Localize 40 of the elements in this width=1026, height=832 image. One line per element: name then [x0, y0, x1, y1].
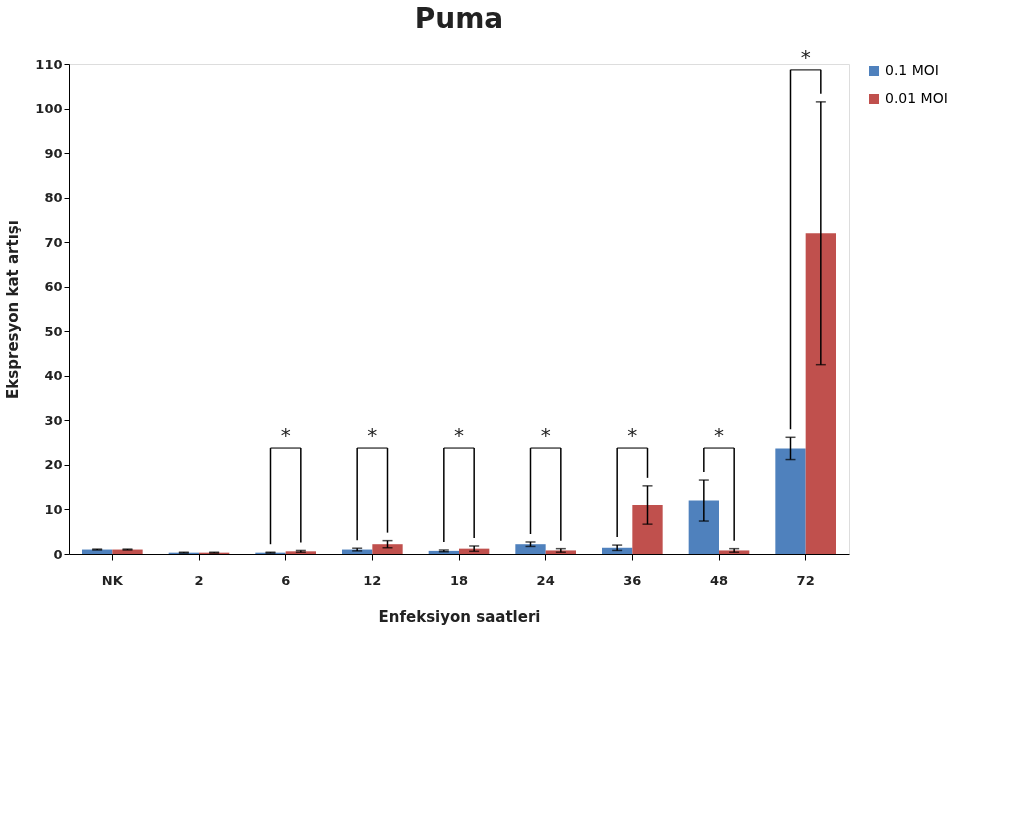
- y-tick-label: 100: [35, 101, 63, 117]
- annotation: *: [454, 423, 464, 448]
- x-tick-label: 24: [536, 572, 555, 588]
- bar: [688, 500, 719, 554]
- y-tick-label: 50: [44, 323, 63, 339]
- annotation: *: [714, 423, 724, 448]
- x-tick-label: 48: [709, 572, 729, 588]
- bar: [602, 547, 633, 554]
- legend-label: 0.01 MOI: [885, 90, 948, 106]
- y-tick-label: 90: [44, 145, 63, 161]
- y-tick-label: 30: [44, 412, 63, 428]
- bar: [632, 505, 663, 554]
- y-tick-label: 20: [44, 457, 63, 473]
- bar: [372, 544, 403, 554]
- y-tick-label: 80: [44, 190, 63, 206]
- y-axis-title: Ekspresyon kat artışı: [4, 220, 23, 399]
- annotation: *: [540, 423, 551, 448]
- y-tick-label: 0: [53, 546, 63, 562]
- y-tick-label: 40: [44, 368, 63, 384]
- annotation: *: [367, 423, 378, 448]
- x-tick-label: 36: [623, 572, 642, 588]
- annotation: *: [800, 44, 811, 69]
- x-tick-label: 72: [796, 572, 815, 588]
- x-tick-label: 2: [194, 572, 204, 588]
- x-axis-title: Enfeksiyon saatleri: [378, 607, 541, 626]
- chart-title: Puma: [414, 1, 504, 35]
- x-tick-label: 12: [363, 572, 382, 588]
- bar: [775, 448, 806, 554]
- bar: [515, 544, 546, 554]
- bar: [805, 233, 836, 554]
- annotation: *: [280, 423, 291, 448]
- y-tick-label: 110: [35, 56, 63, 72]
- x-tick-label: 18: [449, 572, 469, 588]
- legend-label: 0.1 MOI: [885, 62, 939, 78]
- y-tick-label: 10: [44, 501, 63, 517]
- x-tick-label: 6: [281, 572, 291, 588]
- y-tick-label: 70: [44, 234, 63, 250]
- x-tick-label: NK: [101, 572, 124, 588]
- annotation: *: [627, 423, 638, 448]
- y-tick-label: 60: [44, 279, 63, 295]
